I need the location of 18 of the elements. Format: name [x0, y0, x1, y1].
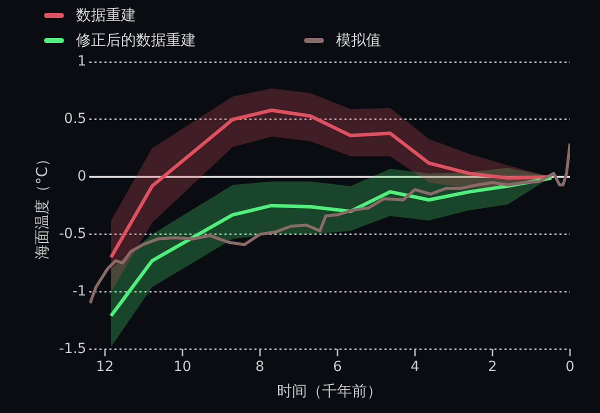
legend-label: 模拟值	[336, 31, 381, 50]
x-tick-label: 2	[488, 359, 497, 376]
x-tick-label: 0	[566, 359, 574, 376]
x-axis-title: 时间（千年前）	[277, 382, 382, 400]
legend-label: 数据重建	[76, 6, 136, 25]
y-tick-label: -1.5	[58, 340, 86, 357]
x-tick-label: 4	[410, 359, 420, 376]
legend-label: 修正后的数据重建	[76, 31, 196, 50]
x-tick-label: 6	[332, 359, 342, 376]
y-axis-title: 海面温度（°C）	[32, 152, 51, 260]
y-tick-label: -0.5	[58, 226, 86, 242]
x-tick-label: 12	[96, 359, 114, 376]
x-tick-label: 10	[173, 359, 192, 376]
x-tick-label: 8	[255, 359, 264, 376]
y-tick-label: 1	[77, 54, 86, 70]
y-tick-label: 0.5	[64, 111, 86, 128]
y-tick-label: 0	[77, 168, 86, 185]
y-tick-label: -1	[72, 283, 86, 300]
